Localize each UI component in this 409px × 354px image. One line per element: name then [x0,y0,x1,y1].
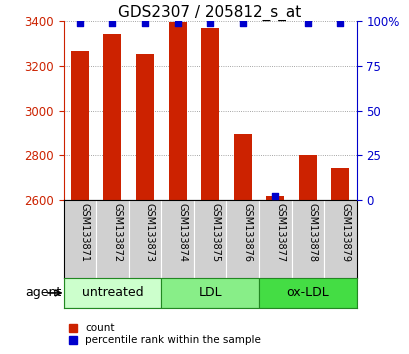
Text: GSM133879: GSM133879 [339,203,350,262]
Point [76,20,83,26]
Text: GSM133875: GSM133875 [209,203,220,262]
Bar [324,200,356,278]
Text: GSM133871: GSM133871 [80,203,90,262]
Text: agent: agent [25,286,61,299]
Bar [168,22,186,200]
Text: untreated: untreated [81,286,143,299]
Bar [96,200,128,278]
Bar [193,200,226,278]
Text: GSM133873: GSM133873 [145,203,155,262]
Bar [330,167,348,200]
Bar [128,200,161,278]
Text: GSM133876: GSM133876 [242,203,252,262]
Bar [136,54,153,200]
Bar [258,200,291,278]
Bar [258,278,356,308]
Legend: count, percentile rank within the sample: count, percentile rank within the sample [69,323,261,345]
Point [109,20,115,26]
Bar [226,200,258,278]
Bar [161,200,193,278]
Point [271,194,278,199]
Text: GSM133872: GSM133872 [112,203,122,262]
Text: GSM133878: GSM133878 [307,203,317,262]
Point [174,20,180,26]
Bar [233,134,251,200]
Bar [266,196,283,200]
Title: GDS2307 / 205812_s_at: GDS2307 / 205812_s_at [118,5,301,21]
Text: GSM133877: GSM133877 [274,203,285,262]
Bar [201,28,218,200]
Bar [291,200,324,278]
Text: GSM133874: GSM133874 [177,203,187,262]
Text: LDL: LDL [198,286,221,299]
Point [336,20,343,26]
Bar [103,34,121,200]
Bar [161,278,258,308]
Bar [298,155,316,200]
Bar [71,51,89,200]
Point [206,20,213,26]
Text: ox-LDL: ox-LDL [286,286,328,299]
Bar [63,200,96,278]
Point [239,20,245,26]
Bar [63,278,161,308]
Point [142,20,148,26]
Point [304,20,310,26]
